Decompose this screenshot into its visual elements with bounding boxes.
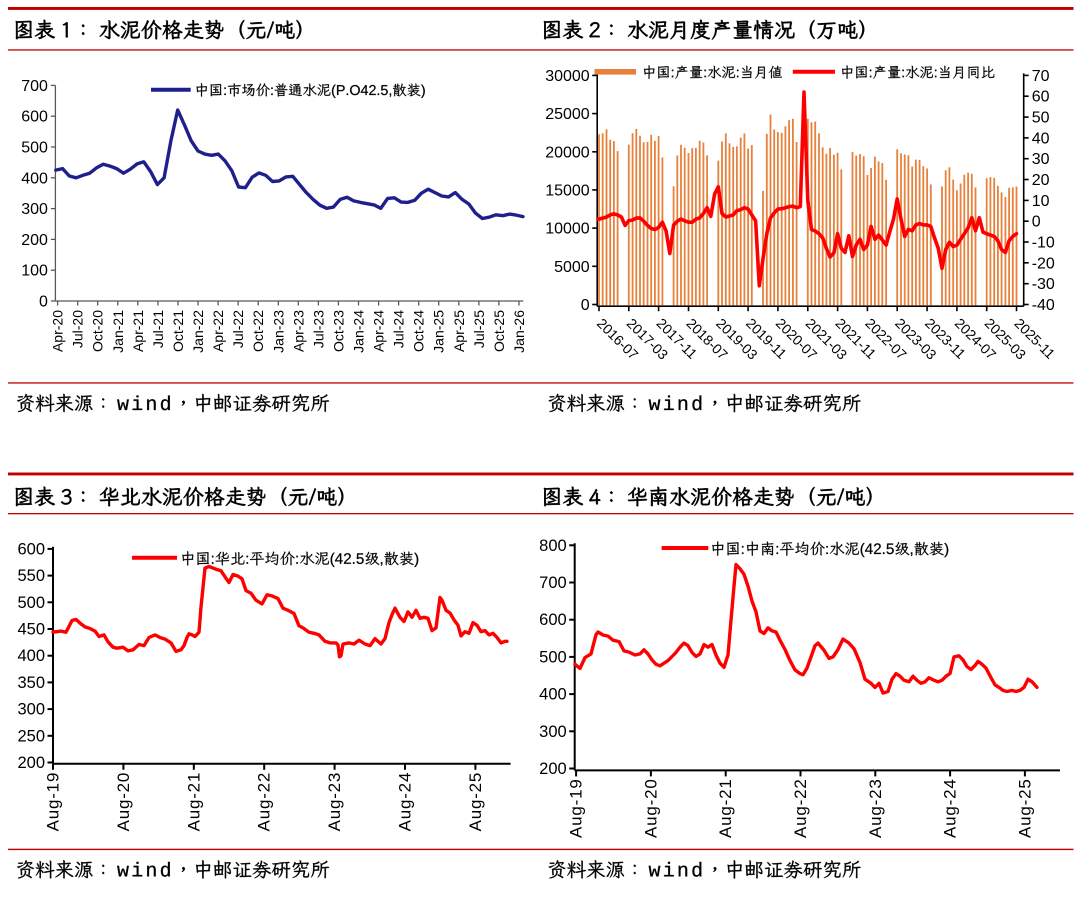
svg-text:Jan-21: Jan-21 [110, 310, 126, 353]
svg-text:10000: 10000 [545, 221, 590, 238]
svg-text:100: 100 [21, 263, 48, 280]
svg-text:Jul-23: Jul-23 [310, 310, 326, 348]
svg-text:0: 0 [39, 294, 48, 311]
svg-text:-10: -10 [1032, 235, 1055, 252]
svg-text:Jul-21: Jul-21 [150, 310, 166, 348]
svg-text:350: 350 [17, 674, 45, 692]
svg-text:10: 10 [1032, 193, 1050, 210]
svg-text:Oct-24: Oct-24 [411, 310, 427, 352]
svg-text:600: 600 [17, 540, 45, 558]
svg-text:Aug-24: Aug-24 [941, 778, 960, 838]
svg-text:Aug-20: Aug-20 [641, 778, 660, 838]
svg-text:500: 500 [21, 140, 48, 157]
svg-text:Jan-26: Jan-26 [511, 310, 527, 353]
svg-text:450: 450 [17, 621, 45, 639]
svg-text:200: 200 [21, 232, 48, 249]
svg-text:Aug-24: Aug-24 [396, 772, 415, 832]
svg-text:Jan-22: Jan-22 [190, 310, 206, 353]
svg-text:250: 250 [17, 727, 45, 745]
svg-text:20000: 20000 [545, 144, 590, 161]
svg-text:25000: 25000 [545, 106, 590, 123]
svg-text:Jul-25: Jul-25 [471, 310, 487, 348]
svg-text:800: 800 [539, 537, 567, 555]
svg-text:300: 300 [21, 201, 48, 218]
svg-text:0: 0 [1032, 214, 1041, 231]
svg-text:600: 600 [539, 611, 567, 629]
svg-text:500: 500 [17, 594, 45, 612]
svg-text:300: 300 [539, 723, 567, 741]
svg-text:400: 400 [21, 170, 48, 187]
svg-text:Aug-21: Aug-21 [716, 778, 735, 838]
svg-text:-40: -40 [1032, 297, 1055, 314]
svg-text:600: 600 [21, 109, 48, 126]
svg-text:20: 20 [1032, 172, 1050, 189]
svg-text:Aug-25: Aug-25 [466, 772, 485, 832]
svg-text:Apr-25: Apr-25 [451, 310, 467, 352]
svg-text:Jan-23: Jan-23 [270, 310, 286, 353]
svg-text:Apr-20: Apr-20 [50, 310, 66, 352]
svg-text:15000: 15000 [545, 182, 590, 199]
svg-text:Apr-22: Apr-22 [210, 310, 226, 352]
svg-text:Aug-21: Aug-21 [184, 772, 203, 832]
svg-text:Aug-19: Aug-19 [567, 778, 586, 838]
svg-text:Aug-20: Aug-20 [114, 772, 133, 832]
svg-text:50: 50 [1032, 110, 1050, 127]
svg-text:-20: -20 [1032, 255, 1055, 272]
svg-text:Aug-25: Aug-25 [1015, 778, 1034, 838]
svg-text:300: 300 [17, 701, 45, 719]
svg-text:Oct-21: Oct-21 [170, 310, 186, 352]
svg-text:Jul-24: Jul-24 [391, 310, 407, 348]
svg-text:60: 60 [1032, 89, 1050, 106]
svg-text:5000: 5000 [554, 259, 590, 276]
svg-text:Oct-25: Oct-25 [491, 310, 507, 352]
svg-text:Aug-23: Aug-23 [325, 772, 344, 832]
svg-text:Jan-24: Jan-24 [351, 310, 367, 353]
svg-text:30: 30 [1032, 151, 1050, 168]
svg-text:40: 40 [1032, 130, 1050, 147]
svg-text:500: 500 [539, 648, 567, 666]
svg-text:Apr-23: Apr-23 [290, 310, 306, 352]
svg-text:Aug-22: Aug-22 [791, 778, 810, 838]
svg-text:400: 400 [539, 686, 567, 704]
svg-text:Aug-23: Aug-23 [866, 778, 885, 838]
svg-text:Jul-22: Jul-22 [230, 310, 246, 348]
svg-text:30000: 30000 [545, 68, 590, 85]
svg-text:400: 400 [17, 647, 45, 665]
svg-text:700: 700 [21, 78, 48, 95]
svg-text:Jan-25: Jan-25 [431, 310, 447, 353]
svg-text:70: 70 [1032, 68, 1050, 85]
svg-text:Apr-21: Apr-21 [130, 310, 146, 352]
svg-text:Oct-20: Oct-20 [90, 310, 106, 352]
svg-text:Apr-24: Apr-24 [371, 310, 387, 352]
svg-text:550: 550 [17, 567, 45, 585]
svg-text:200: 200 [17, 754, 45, 772]
svg-text:0: 0 [581, 297, 590, 314]
svg-text:Oct-23: Oct-23 [330, 310, 346, 352]
svg-text:Jul-20: Jul-20 [70, 310, 86, 348]
svg-text:Aug-22: Aug-22 [255, 772, 274, 832]
svg-text:Oct-22: Oct-22 [250, 310, 266, 352]
svg-text:200: 200 [539, 760, 567, 778]
svg-text:700: 700 [539, 574, 567, 592]
svg-text:Aug-19: Aug-19 [44, 772, 63, 832]
svg-text:-30: -30 [1032, 276, 1055, 293]
